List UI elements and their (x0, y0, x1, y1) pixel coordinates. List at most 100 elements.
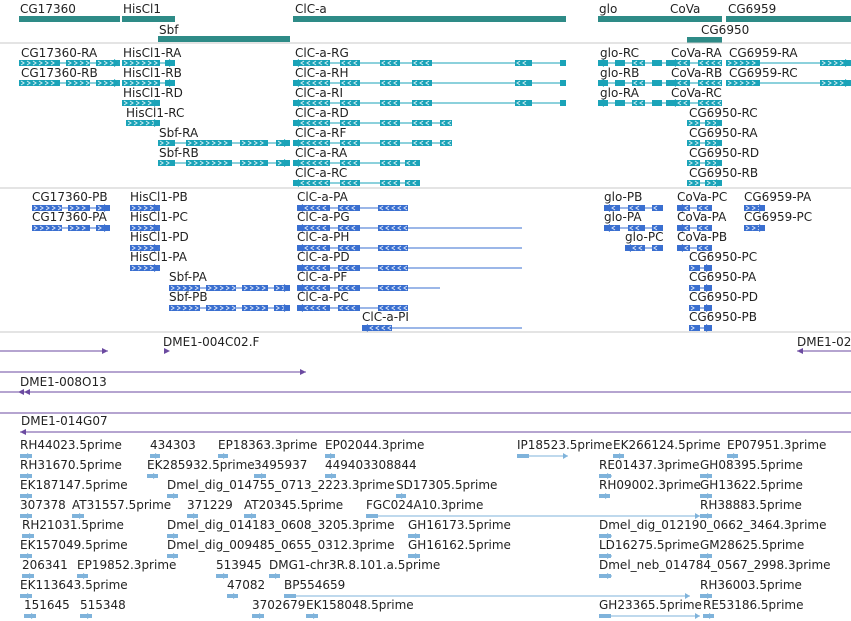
protein-model-exon[interactable] (652, 225, 663, 231)
protein-model-exon[interactable] (378, 245, 408, 251)
protein-model-exon[interactable] (169, 305, 200, 311)
transcript-model-exon[interactable] (705, 180, 722, 186)
transcript-model-exon[interactable] (293, 80, 330, 86)
protein-model-exon[interactable] (362, 325, 392, 331)
transcript-model-exon[interactable] (380, 80, 400, 86)
transcript-model-exon[interactable] (652, 60, 662, 66)
protein-model-exon[interactable] (297, 305, 330, 311)
transcript-model-exon[interactable] (670, 100, 690, 106)
transcript-model-exon[interactable] (440, 120, 452, 126)
transcript-model-exon[interactable] (380, 120, 400, 126)
protein-model-exon[interactable] (338, 285, 360, 291)
transcript-model-exon[interactable] (66, 80, 90, 86)
gene-feature[interactable] (122, 16, 175, 22)
transcript-model-exon[interactable] (560, 80, 566, 86)
protein-model-exon[interactable] (378, 225, 408, 231)
protein-model-exon[interactable] (242, 285, 268, 291)
protein-model-exon[interactable] (206, 305, 236, 311)
transcript-model-exon[interactable] (615, 100, 625, 106)
protein-model-exon[interactable] (338, 205, 360, 211)
gene-feature[interactable] (598, 16, 672, 22)
transcript-model-exon[interactable] (652, 80, 662, 86)
protein-model-exon[interactable] (297, 225, 330, 231)
transcript-model-exon[interactable] (19, 80, 60, 86)
protein-model-exon[interactable] (274, 305, 290, 311)
protein-model-exon[interactable] (169, 285, 200, 291)
transcript-model-exon[interactable] (380, 60, 400, 66)
transcript-model-exon[interactable] (560, 100, 566, 106)
transcript-model-exon[interactable] (240, 160, 268, 166)
protein-model-exon[interactable] (378, 265, 408, 271)
transcript-model-exon[interactable] (666, 100, 672, 106)
transcript-model-exon[interactable] (666, 60, 672, 66)
transcript-model-exon[interactable] (293, 140, 330, 146)
transcript-model-exon[interactable] (687, 180, 700, 186)
gene-feature[interactable] (19, 16, 120, 22)
transcript-model-exon[interactable] (340, 180, 360, 186)
transcript-model-exon[interactable] (380, 100, 400, 106)
protein-model-exon[interactable] (677, 205, 690, 211)
protein-model-exon[interactable] (652, 245, 663, 251)
protein-model-exon[interactable] (338, 265, 360, 271)
transcript-model-exon[interactable] (122, 100, 160, 106)
transcript-model-exon[interactable] (158, 160, 175, 166)
transcript-model-exon[interactable] (440, 140, 452, 146)
transcript-model-exon[interactable] (412, 100, 432, 106)
transcript-model-exon[interactable] (293, 100, 330, 106)
transcript-model-exon[interactable] (122, 60, 160, 66)
protein-model-exon[interactable] (96, 225, 110, 231)
transcript-model-exon[interactable] (705, 140, 722, 146)
protein-model-exon[interactable] (130, 265, 160, 271)
protein-model-exon[interactable] (297, 245, 330, 251)
transcript-model-exon[interactable] (820, 80, 851, 86)
transcript-model-exon[interactable] (340, 160, 360, 166)
protein-model-exon[interactable] (378, 305, 408, 311)
gene-feature[interactable] (687, 37, 722, 43)
protein-model-exon[interactable] (242, 305, 268, 311)
protein-model-exon[interactable] (130, 225, 160, 231)
transcript-model-exon[interactable] (276, 160, 290, 166)
transcript-model-exon[interactable] (122, 80, 160, 86)
transcript-model-exon[interactable] (380, 160, 400, 166)
protein-model-exon[interactable] (206, 285, 236, 291)
transcript-model-exon[interactable] (158, 140, 175, 146)
transcript-model-exon[interactable] (412, 60, 432, 66)
transcript-model-exon[interactable] (19, 60, 60, 66)
gene-feature[interactable] (293, 16, 566, 22)
transcript-model-exon[interactable] (380, 180, 400, 186)
transcript-model-exon[interactable] (698, 60, 722, 66)
transcript-model-exon[interactable] (687, 160, 700, 166)
transcript-model-exon[interactable] (240, 140, 268, 146)
transcript-model-exon[interactable] (632, 80, 645, 86)
transcript-model-exon[interactable] (632, 60, 645, 66)
transcript-model-exon[interactable] (632, 100, 645, 106)
transcript-model-exon[interactable] (698, 100, 722, 106)
transcript-model-exon[interactable] (560, 60, 566, 66)
transcript-model-exon[interactable] (340, 60, 360, 66)
gene-feature[interactable] (670, 16, 722, 22)
transcript-model-exon[interactable] (615, 60, 625, 66)
protein-model-exon[interactable] (274, 285, 290, 291)
gene-feature[interactable] (726, 16, 851, 22)
transcript-model-exon[interactable] (293, 180, 330, 186)
transcript-model-exon[interactable] (615, 80, 625, 86)
protein-model-exon[interactable] (338, 225, 360, 231)
transcript-model-exon[interactable] (698, 80, 722, 86)
transcript-model-exon[interactable] (670, 80, 690, 86)
transcript-model-exon[interactable] (66, 60, 90, 66)
transcript-model-exon[interactable] (670, 60, 690, 66)
transcript-model-exon[interactable] (652, 100, 662, 106)
transcript-model-exon[interactable] (340, 100, 360, 106)
protein-model-exon[interactable] (378, 285, 408, 291)
protein-model-exon[interactable] (297, 285, 330, 291)
protein-model-exon[interactable] (130, 245, 160, 251)
protein-model-exon[interactable] (32, 225, 62, 231)
transcript-model-exon[interactable] (293, 60, 330, 66)
transcript-model-exon[interactable] (687, 120, 700, 126)
transcript-model-exon[interactable] (380, 140, 400, 146)
gene-feature[interactable] (158, 36, 290, 42)
protein-model-exon[interactable] (130, 205, 160, 211)
protein-model-exon[interactable] (32, 205, 62, 211)
transcript-model-exon[interactable] (820, 60, 851, 66)
transcript-model-exon[interactable] (96, 80, 120, 86)
